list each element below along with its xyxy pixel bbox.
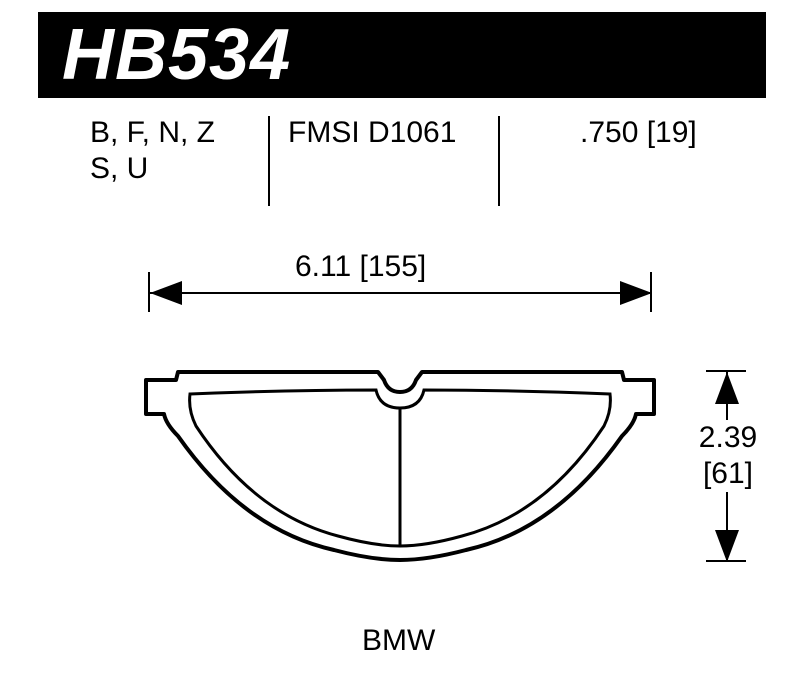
compounds-line2: S, U (90, 152, 148, 186)
spec-divider-1 (268, 116, 270, 206)
height-arrow-down (715, 530, 739, 562)
width-dim-line (148, 292, 652, 294)
height-inches: 2.39 (699, 421, 757, 454)
thickness-spec: .750 [19] (580, 116, 697, 150)
compounds-line1: B, F, N, Z (90, 116, 215, 150)
width-arrow-right (620, 281, 652, 305)
fmsi-code: FMSI D1061 (288, 116, 456, 150)
height-dim-label: 2.39 [61] (692, 420, 764, 492)
spec-divider-2 (498, 116, 500, 206)
height-arrow-up (715, 372, 739, 404)
header-bar: HB534 (38, 12, 766, 98)
spec-row: B, F, N, Z S, U FMSI D1061 .750 [19] (50, 116, 762, 206)
brand-label: BMW (362, 624, 435, 658)
height-mm: [61] (703, 457, 753, 490)
width-arrow-left (150, 281, 182, 305)
part-number: HB534 (62, 14, 291, 96)
width-dim-label: 6.11 [155] (285, 250, 436, 284)
brake-pad-outline (126, 350, 674, 580)
